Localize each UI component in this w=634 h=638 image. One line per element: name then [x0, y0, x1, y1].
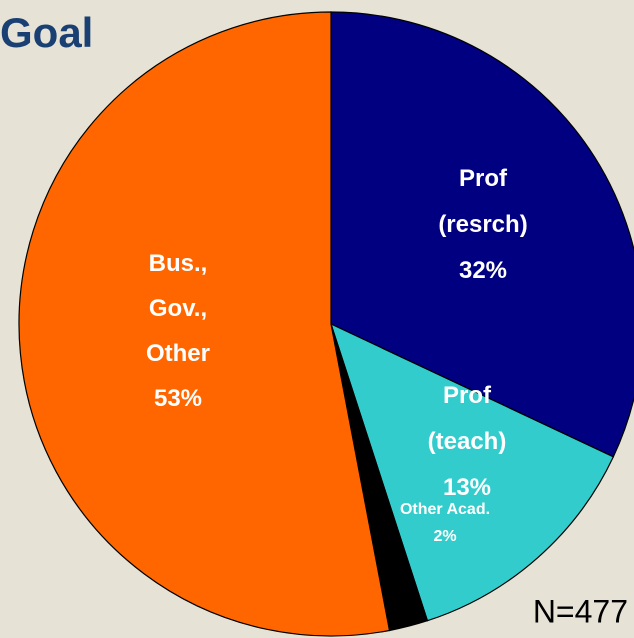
slice-label: Prof (resrch) 32% — [438, 165, 527, 284]
category-label: Other — [146, 340, 210, 367]
value-label: 13% — [443, 474, 491, 501]
annotation: N=477 — [533, 593, 628, 629]
pie-slice — [330, 322, 615, 622]
category-label: Other Acad. — [400, 501, 490, 518]
category-label: (teach) — [428, 428, 507, 455]
slice-label: Prof (teach) 13% — [428, 382, 507, 501]
value-label: 2% — [433, 528, 456, 545]
pie-slice — [330, 11, 634, 458]
pie-slice — [18, 11, 391, 637]
category-label: Prof — [459, 165, 508, 192]
value-label: 32% — [459, 257, 507, 284]
category-label: Prof — [443, 382, 492, 409]
category-label: Bus., — [149, 250, 208, 277]
chart-title: Goal — [0, 9, 93, 56]
slice-label: Other Acad. 2% — [400, 501, 490, 545]
category-label: Gov., — [149, 295, 207, 322]
value-label: 53% — [154, 385, 202, 412]
slice-label: Bus., Gov., Other 53% — [146, 250, 210, 412]
category-label: (resrch) — [438, 211, 527, 238]
